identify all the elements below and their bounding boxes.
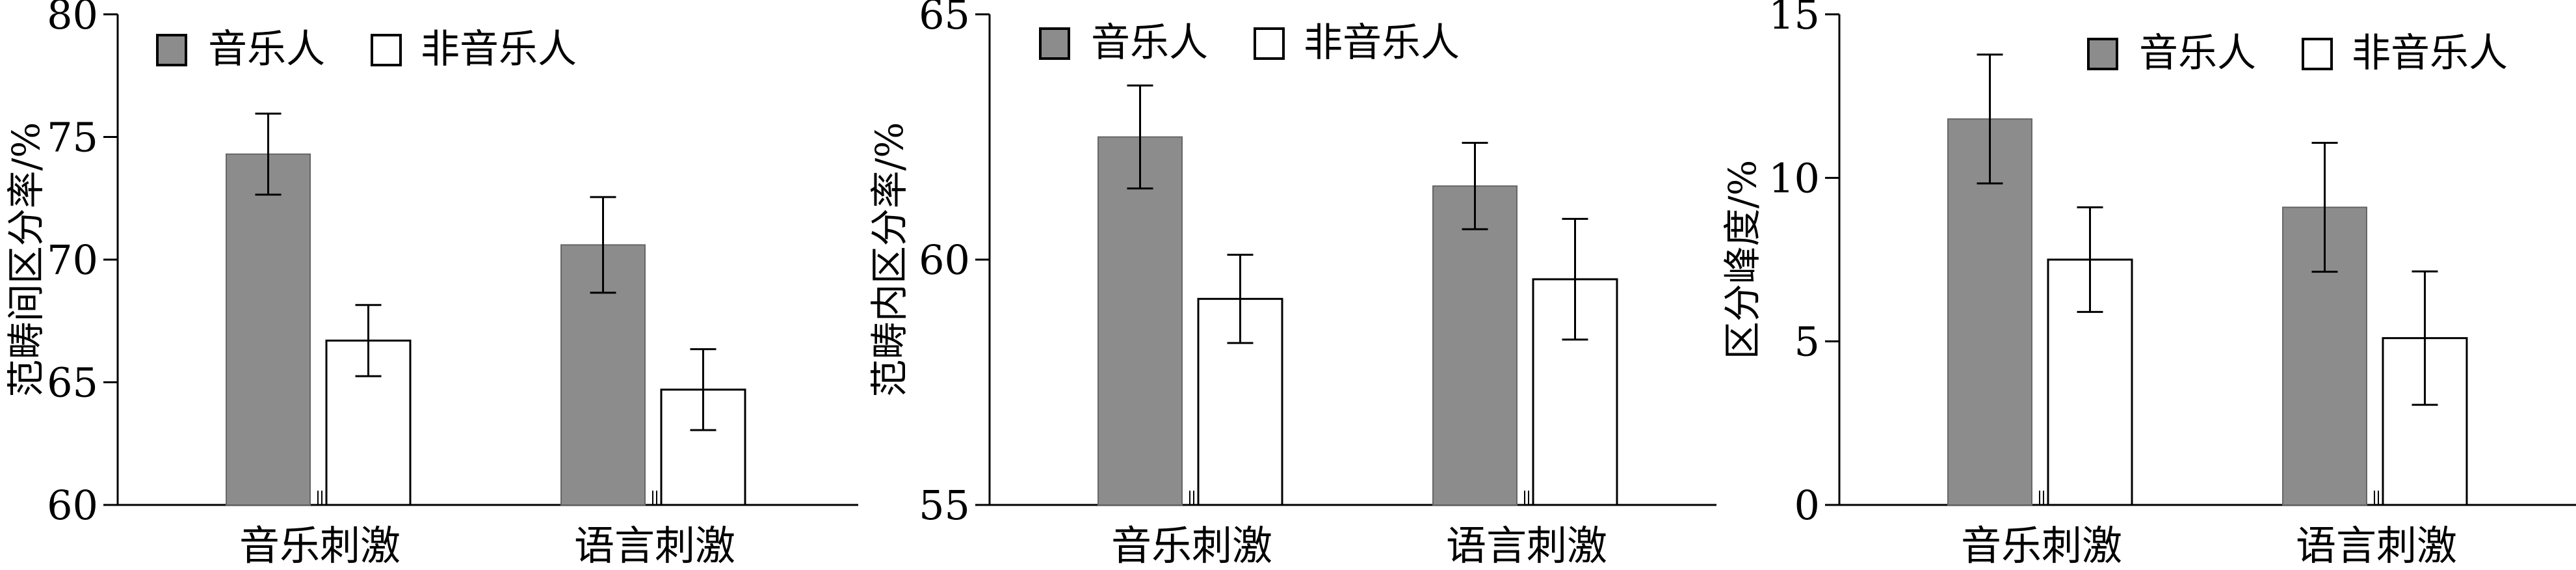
y-axis-label: 范畴间区分率/% [4, 122, 48, 398]
bar-musician [1097, 136, 1183, 506]
x-tick-label: 语言刺激 [1446, 522, 1607, 569]
x-tick-label: 音乐刺激 [1961, 522, 2122, 569]
legend-swatch-musician [156, 34, 187, 66]
legend-label-musician: 音乐人 [208, 27, 325, 72]
y-tick-label: 10 [1768, 154, 1820, 202]
legend-swatch-non-musician [2302, 38, 2333, 70]
y-tick-label: 60 [919, 236, 970, 284]
y-tick-label: 80 [47, 0, 98, 38]
legend-label-non-musician: 非音乐人 [1304, 20, 1460, 66]
y-tick-label: 55 [919, 482, 970, 529]
bar-musician [1432, 185, 1518, 506]
y-tick-label: 5 [1794, 318, 1820, 366]
legend-swatch-non-musician [371, 34, 402, 66]
x-tick-label: 语言刺激 [2296, 522, 2457, 569]
legend-label-musician: 音乐人 [1091, 20, 1208, 66]
legend: 音乐人 非音乐人 [156, 27, 577, 72]
y-tick-label: 75 [47, 114, 98, 161]
x-tick-label: 音乐刺激 [1111, 522, 1272, 569]
legend: 音乐人 非音乐人 [2087, 31, 2508, 76]
legend-swatch-musician [2087, 38, 2118, 70]
y-axis-label: 区分峰度/% [1720, 160, 1765, 360]
legend: 音乐人 非音乐人 [1039, 20, 1460, 66]
legend-swatch-non-musician [1254, 27, 1285, 60]
legend-swatch-musician [1039, 27, 1070, 60]
x-tick-label: 音乐刺激 [239, 522, 401, 569]
y-tick-label: 65 [47, 359, 98, 407]
y-tick-label: 0 [1794, 482, 1820, 529]
panel-3: 0 5 10 15 区分峰度/% 音乐刺激 语言刺激 音乐人 非音乐人 [1720, 0, 2576, 569]
y-tick-label: 15 [1768, 0, 1820, 38]
panel-1: 60 65 70 75 80 范畴间区分率/% 音乐刺激 语言刺激 音乐人 非音乐人 [4, 0, 858, 569]
bar-musician [226, 153, 311, 506]
y-tick-label: 60 [47, 482, 98, 529]
y-tick-label: 70 [47, 236, 98, 284]
y-tick-label: 65 [919, 0, 970, 38]
y-axis-label: 范畴内区分率/% [867, 122, 912, 398]
legend-label-musician: 音乐人 [2139, 31, 2256, 76]
panel-2: 55 60 65 范畴内区分率/% 音乐刺激 语言刺激 音乐人 非音乐人 [867, 0, 1716, 569]
legend-label-non-musician: 非音乐人 [2352, 31, 2508, 76]
x-tick-label: 语言刺激 [574, 522, 735, 569]
legend-label-non-musician: 非音乐人 [421, 27, 577, 72]
